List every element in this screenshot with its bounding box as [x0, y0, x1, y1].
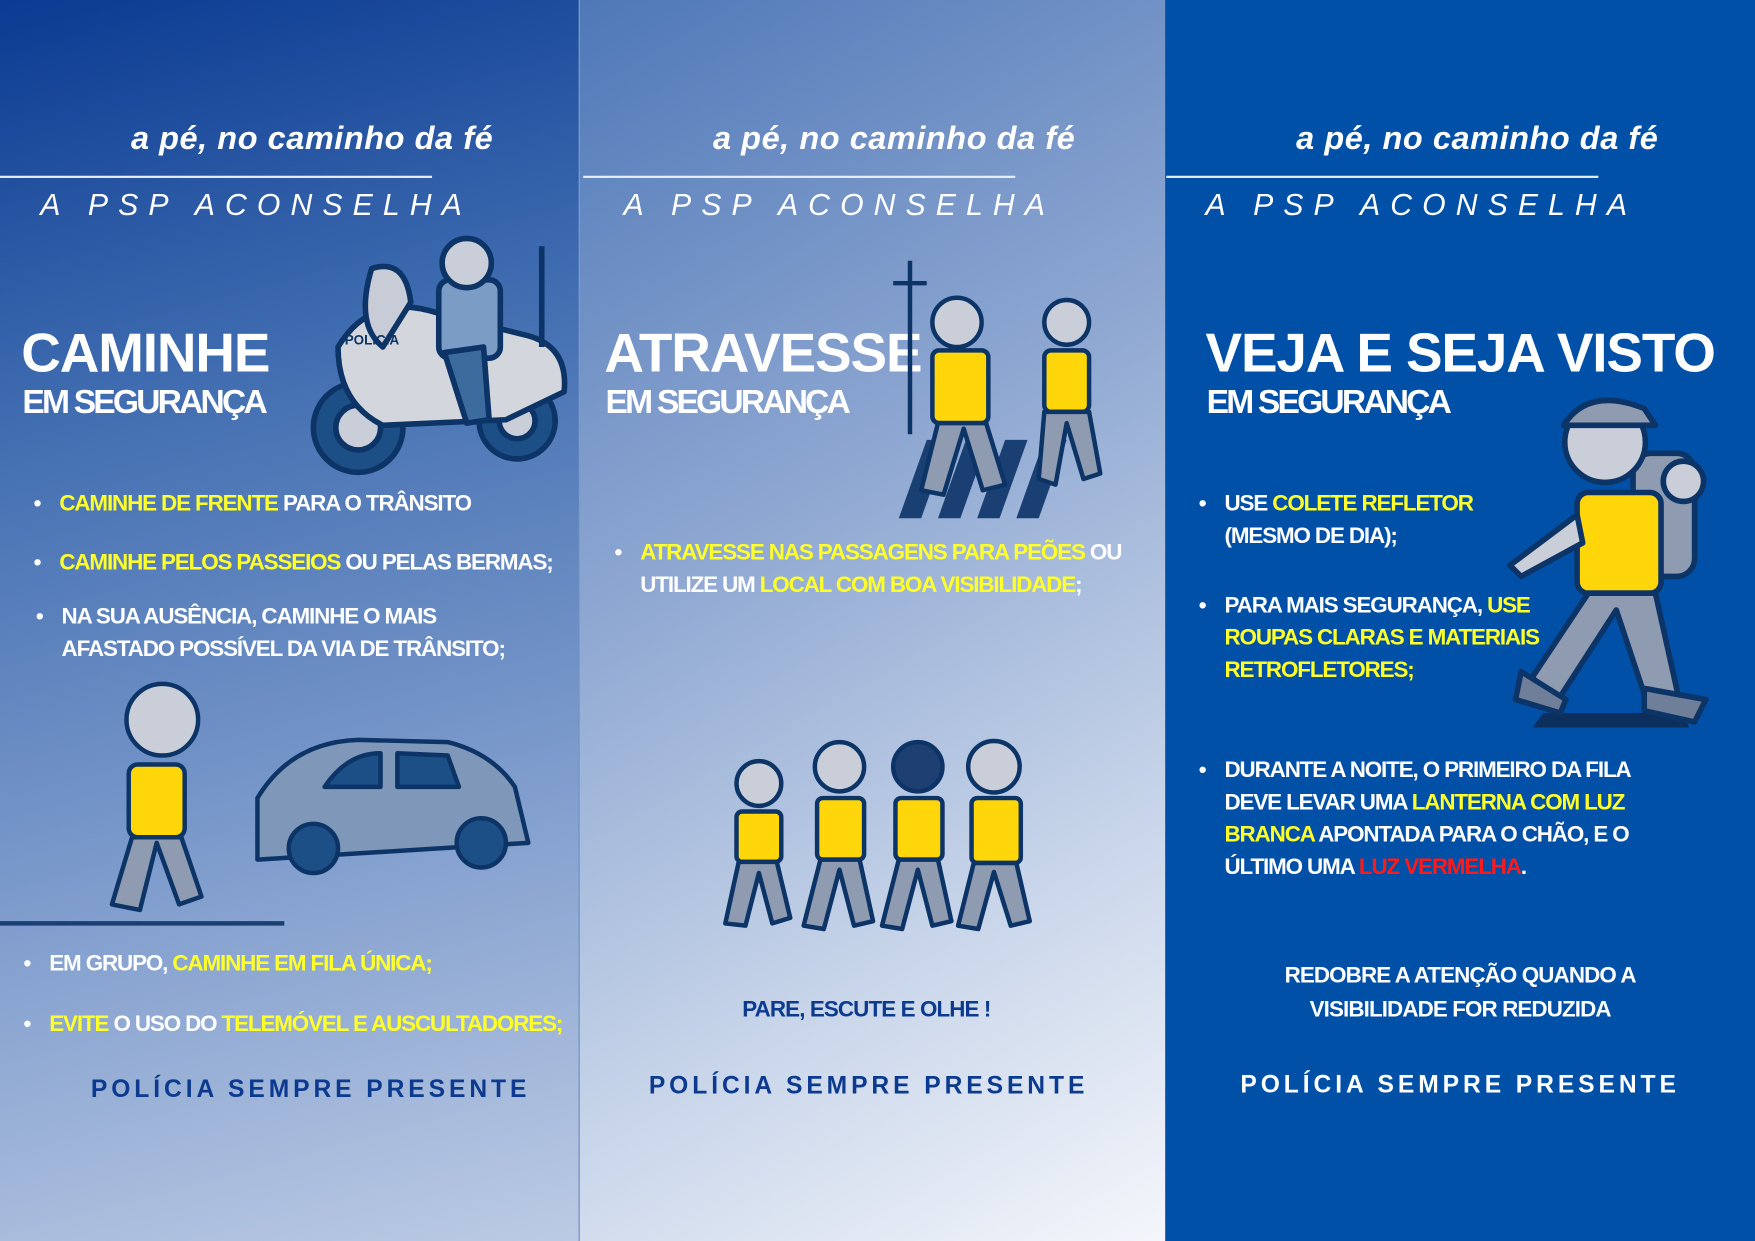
bullet-text: USE	[1224, 491, 1273, 516]
bullet-text: .	[1520, 855, 1527, 880]
heading: CAMINHE	[21, 323, 270, 384]
bullet-item: • CAMINHE DE FRENTE PARA O TRÂNSITO	[34, 488, 473, 520]
divider	[0, 175, 433, 178]
bullet-dot-icon: •	[23, 1011, 32, 1037]
pilgrims-crosswalk-illustration	[893, 260, 1103, 519]
panel-veja-e-seja-visto: a pé, no caminho da fé A PSP ACONSELHA V…	[1165, 0, 1755, 1241]
bullet-item: • EVITE O USO DO TELEMÓVEL E AUSCULTADORE…	[24, 1008, 564, 1040]
divider	[1166, 175, 1599, 178]
bullet-dot-icon: •	[33, 550, 42, 576]
highlighted-text: CAMINHE DE FRENTE	[59, 491, 279, 516]
highlighted-text: ATRAVESSE NAS PASSAGENS PARA PEÕES	[640, 540, 1086, 566]
bullet-item: • DURANTE A NOITE, O PRIMEIRO DA FILA DEV…	[1199, 754, 1632, 884]
bullet-text: NA SUA AUSÊNCIA, CAMINHE O MAIS AFASTADO…	[61, 604, 506, 662]
bullet-dot-icon: •	[35, 604, 44, 630]
footer-slogan: POLÍCIA SEMPRE PRESENTE	[648, 1071, 1089, 1100]
bullet-text: OU PELAS BERMAS;	[340, 550, 553, 576]
subheading: EM SEGURANÇA	[1206, 383, 1452, 421]
reduced-visibility-note: REDOBRE A ATENÇÃO QUANDO A VISIBILIDADE …	[1284, 963, 1637, 1022]
panel-caminhe: a pé, no caminho da fé A PSP ACONSELHA C…	[0, 0, 579, 1241]
highlighted-text: TELEMÓVEL E AUSCULTADORES;	[221, 1011, 564, 1037]
police-label: POLICIA	[345, 333, 400, 348]
bullet-text: OU UTILIZE UM	[640, 540, 1122, 598]
subheading: EM SEGURANÇA	[22, 383, 267, 421]
police-motorcycle-illustration: POLICIA	[310, 235, 568, 476]
highlighted-text: COLETE REFLETOR	[1272, 491, 1474, 516]
highlighted-text: USE ROUPAS CLARAS E MATERIAIS RETROFLETO…	[1224, 593, 1541, 683]
footer-slogan: POLÍCIA SEMPRE PRESENTE	[90, 1074, 531, 1103]
bullet-item: • NA SUA AUSÊNCIA, CAMINHE O MAIS AFASTAD…	[36, 601, 506, 666]
bullet-dot-icon: •	[1198, 757, 1207, 783]
bullet-text: O USO DO	[108, 1011, 222, 1037]
bullet-text: PARA MAIS SEGURANÇA,	[1224, 593, 1488, 618]
bullet-dot-icon: •	[1198, 593, 1207, 618]
warning-text: LUZ VERMELHA	[1358, 855, 1522, 880]
bullet-text: PARA O TRÂNSITO	[277, 491, 472, 516]
panel-atravesse: a pé, no caminho da fé A PSP ACONSELHA A…	[578, 0, 1167, 1241]
child-and-car-illustration	[0, 681, 531, 926]
bullet-item: • USE COLETE REFLETOR (MESMO DE DIA);	[1199, 488, 1474, 553]
subheading: EM SEGURANÇA	[605, 383, 851, 421]
tagline: a pé, no caminho da fé	[130, 120, 494, 157]
family-walking-illustration	[723, 738, 1032, 932]
divider	[583, 175, 1016, 178]
bullet-item: • PARA MAIS SEGURANÇA, USE ROUPAS CLARAS …	[1199, 590, 1541, 687]
bullet-dot-icon: •	[614, 540, 622, 566]
footer-slogan: POLÍCIA SEMPRE PRESENTE	[1240, 1070, 1680, 1099]
bullet-item: • EM GRUPO, CAMINHE EM FILA ÚNICA;	[24, 948, 433, 980]
bullet-item: • ATRAVESSE NAS PASSAGENS PARA PEÕES OU U…	[614, 537, 1122, 602]
bullet-text: APONTADA PARA O CHÃO, E O ÚLTIMO UMA	[1224, 822, 1630, 880]
highlighted-text: CAMINHE EM FILA ÚNICA;	[172, 951, 432, 977]
highlighted-text: CAMINHE PELOS PASSEIOS	[59, 550, 341, 576]
subtitle: A PSP ACONSELHA	[623, 188, 1056, 222]
bullet-item: • CAMINHE PELOS PASSEIOS OU PELAS BERMAS;	[34, 547, 554, 579]
bullet-text: (MESMO DE DIA);	[1224, 523, 1398, 549]
subtitle: A PSP ACONSELHA	[40, 188, 472, 222]
tagline: a pé, no caminho da fé	[712, 120, 1076, 157]
bullet-dot-icon: •	[1198, 491, 1207, 516]
tagline: a pé, no caminho da fé	[1296, 120, 1659, 157]
highlighted-text: LOCAL COM BOA VISIBILIDADE	[759, 573, 1077, 598]
bullet-text: DURANTE A NOITE, O PRIMEIRO DA FILA DEVE…	[1224, 757, 1632, 815]
stop-listen-look-note: PARE, ESCUTE E OLHE !	[742, 997, 991, 1022]
boy-hiker-illustration	[1507, 397, 1709, 728]
highlighted-text: LANTERNA COM LUZ BRANCA	[1224, 790, 1626, 848]
bullet-dot-icon: •	[33, 491, 42, 516]
bullet-text: ;	[1075, 573, 1082, 598]
subtitle: A PSP ACONSELHA	[1205, 188, 1638, 222]
bullet-dot-icon: •	[23, 951, 32, 977]
heading: VEJA E SEJA VISTO	[1205, 323, 1715, 384]
highlighted-text: EVITE	[49, 1011, 109, 1037]
heading: ATRAVESSE	[604, 323, 922, 384]
bullet-text: EM GRUPO,	[49, 951, 173, 977]
